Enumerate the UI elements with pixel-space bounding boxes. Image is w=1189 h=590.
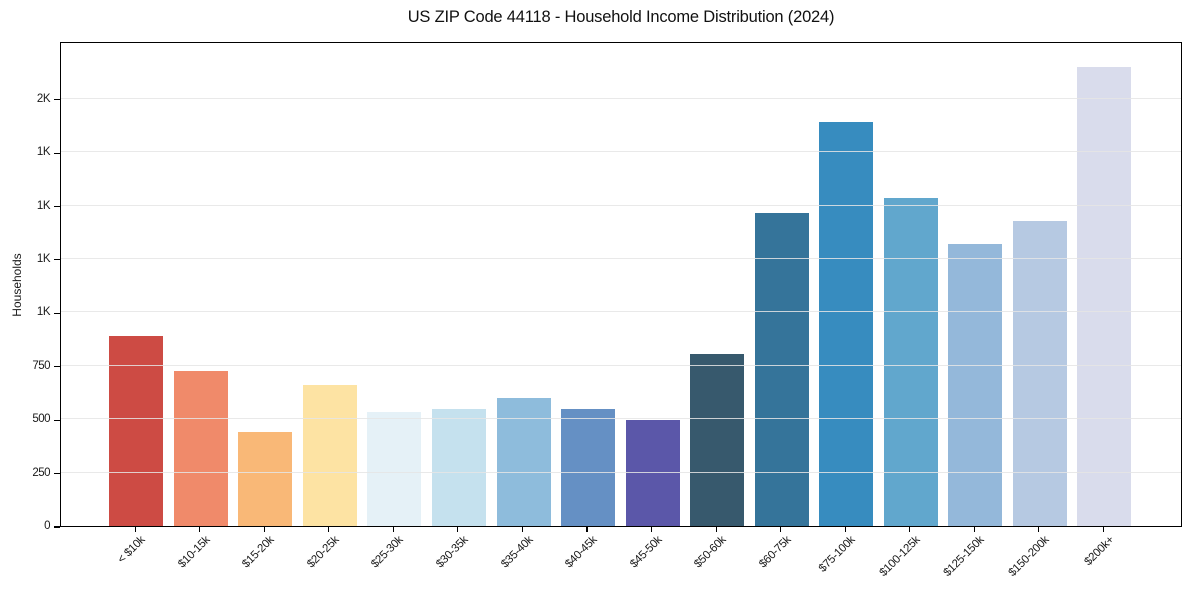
y-tick-label: 1K xyxy=(36,306,51,319)
y-tick-label: 2K xyxy=(36,92,51,105)
x-tick-mark xyxy=(263,527,265,532)
x-tick-mark xyxy=(328,527,330,532)
bar-$125-150k xyxy=(948,244,1003,526)
bar-$30-35k xyxy=(431,408,486,526)
x-tick-mark xyxy=(199,527,201,532)
x-tick-mark xyxy=(392,527,394,532)
x-tick-mark xyxy=(1038,527,1040,532)
x-tick-mark xyxy=(651,527,653,532)
x-tick-mark xyxy=(909,527,911,532)
bar-$40-45k xyxy=(561,408,616,526)
bar-$100-125k xyxy=(883,197,938,526)
bar-$150-200k xyxy=(1012,220,1067,526)
x-tick-mark xyxy=(521,527,524,532)
y-tick-label: 250 xyxy=(32,466,50,479)
y-tick-mark xyxy=(54,205,60,208)
x-tick-mark xyxy=(586,527,588,532)
y-tick-label: 500 xyxy=(32,413,50,426)
bar-$25-30k xyxy=(367,412,422,526)
y-tick-mark xyxy=(54,473,60,475)
bar-$15-20k xyxy=(238,432,293,526)
y-tick-label: 750 xyxy=(32,359,50,372)
bar-$75-100k xyxy=(819,121,874,526)
x-tick-mark xyxy=(973,527,975,532)
bar-$200k+ xyxy=(1077,67,1132,526)
plot-area xyxy=(60,42,1182,527)
gridline-2000 xyxy=(61,97,1181,99)
x-tick-mark xyxy=(457,527,459,532)
gridline-1500 xyxy=(61,204,1181,206)
y-tick-mark xyxy=(54,99,60,101)
y-tick-mark xyxy=(54,526,60,528)
bar-$45-50k xyxy=(625,419,680,526)
y-tick-mark xyxy=(54,152,60,154)
x-tick-mark xyxy=(844,527,846,532)
y-tick-label: 1K xyxy=(36,199,51,212)
y-tick-label: 1K xyxy=(36,252,51,265)
y-tick-mark xyxy=(54,366,60,368)
x-tick-mark xyxy=(715,527,717,532)
gridline-1750 xyxy=(61,151,1181,153)
bar-< $10k xyxy=(109,336,164,526)
bar-$20-25k xyxy=(302,384,357,526)
bar-$10-15k xyxy=(173,370,228,526)
bar-$50-60k xyxy=(690,353,745,526)
x-tick-mark xyxy=(134,527,136,532)
x-tick-label: < $10k xyxy=(115,534,148,566)
bar-$35-40k xyxy=(496,397,551,526)
y-tick-label: 0 xyxy=(44,520,50,532)
y-tick-mark xyxy=(54,419,60,421)
bar-$60-75k xyxy=(754,213,809,526)
y-tick-mark xyxy=(54,259,60,261)
x-tick-mark xyxy=(1102,527,1105,532)
y-tick-label: 1K xyxy=(36,146,51,159)
chart-title: US ZIP Code 44118 - Household Income Dis… xyxy=(407,8,835,26)
y-tick-mark xyxy=(54,312,60,314)
x-tick-mark xyxy=(780,527,782,532)
